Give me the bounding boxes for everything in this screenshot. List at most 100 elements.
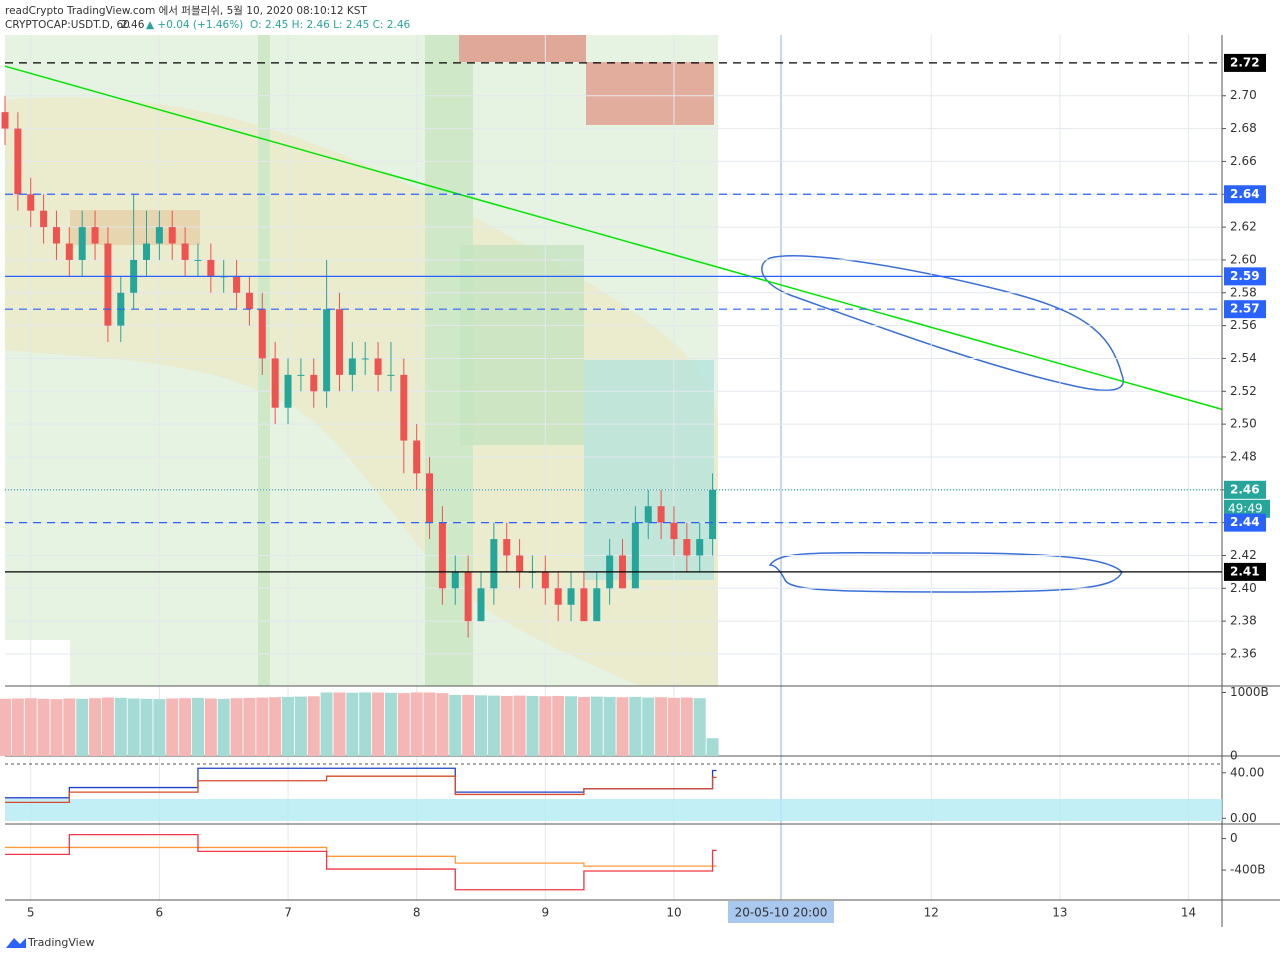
y-tick-label: 2.54: [1230, 351, 1257, 365]
volume-bar: [282, 696, 295, 756]
candle-body: [451, 571, 459, 589]
candle-body: [284, 374, 292, 408]
cursor-label-box: [728, 901, 834, 923]
volume-bar: [410, 692, 423, 756]
plot-layer: [1, 35, 1223, 900]
volume-bar: [243, 697, 256, 756]
y-tick-label: 2.50: [1230, 417, 1257, 431]
logo: [6, 938, 26, 948]
y-tick-label: 2.56: [1230, 318, 1257, 332]
candle-body: [271, 358, 279, 408]
y-tick-label: 1000B: [1230, 685, 1269, 699]
volume-bar: [436, 693, 449, 756]
candle-body: [207, 259, 215, 277]
volume-bar: [642, 697, 655, 756]
volume-bar: [706, 738, 719, 756]
candle-body: [143, 243, 151, 260]
price-label-box: [1224, 562, 1266, 581]
footer: TradingView: [27, 936, 94, 949]
volume-bar: [372, 692, 385, 756]
y-tick-label: 2.60: [1230, 252, 1257, 266]
candle-body: [155, 227, 163, 244]
countdown: 49:49: [1228, 501, 1263, 515]
candle-body: [413, 440, 421, 474]
candle-body: [258, 309, 266, 359]
x-tick-label: 9: [541, 906, 549, 920]
candle-body: [310, 374, 318, 392]
candle-body: [477, 588, 485, 622]
x-tick-label: 12: [924, 906, 939, 920]
header: readCrypto TradingView.com 에서 퍼블리쉬, 5월 1…: [5, 5, 411, 31]
y-tick-label: 0: [1230, 749, 1238, 763]
volume-bar: [11, 698, 24, 756]
candle-body: [181, 243, 189, 260]
volume-bar: [191, 697, 204, 756]
last-price: 2.46: [121, 19, 145, 31]
candle-body: [516, 555, 524, 572]
volume-bar: [346, 692, 359, 756]
volume-bar: [269, 697, 282, 756]
change: ▲ +0.04 (+1.46%): [146, 19, 243, 31]
candle-body: [233, 276, 241, 293]
candle-body: [323, 309, 331, 392]
candle-body: [1, 112, 9, 129]
candle-body: [644, 506, 652, 523]
volume-bar: [539, 696, 552, 756]
price-label-box: [1224, 480, 1266, 499]
candle-body: [490, 539, 498, 589]
ohlc: O: 2.45 H: 2.46 L: 2.45 C: 2.46: [250, 19, 411, 31]
y-tick-label: 2.38: [1230, 614, 1257, 628]
y-tick-label: 2.70: [1230, 88, 1257, 102]
y-tick-label: 2.52: [1230, 384, 1257, 398]
volume-bar: [397, 693, 410, 756]
price-label: 2.41: [1230, 564, 1260, 578]
y-tick-label: 2.62: [1230, 220, 1257, 234]
countdown-box: [1224, 499, 1270, 518]
price-label: 2.57: [1230, 302, 1260, 316]
volume-bar: [63, 698, 76, 756]
volume-bar: [256, 697, 269, 756]
symbol: CRYPTOCAP:USDT.D, 60: [5, 19, 130, 31]
price-label-box: [1224, 300, 1266, 319]
volume-bar: [76, 698, 89, 756]
volume-bar: [294, 696, 307, 756]
volume-bar: [474, 695, 487, 756]
cursor-label: 20-05-10 20:00: [735, 906, 828, 920]
y-tick-label: 40.00: [1230, 765, 1264, 779]
price-label-box: [1224, 267, 1266, 286]
price-label-box: [1224, 185, 1266, 204]
volume-bar: [320, 692, 333, 756]
volume-bar: [101, 697, 114, 756]
y-tick-label: 2.36: [1230, 646, 1257, 660]
volume-bar: [552, 695, 565, 756]
y-tick-label: 2.42: [1230, 548, 1257, 562]
candle-body: [52, 227, 60, 244]
volume-bar: [693, 698, 706, 756]
volume-bar: [526, 695, 539, 756]
y-tick-label: 2.66: [1230, 154, 1257, 168]
volume-bar: [629, 696, 642, 756]
candle-body: [14, 128, 22, 195]
volume-bar: [230, 698, 243, 756]
volume-bar: [114, 697, 127, 756]
x-tick-label: 10: [666, 906, 681, 920]
x-tick-label: 8: [413, 906, 421, 920]
ellipses: [761, 255, 1125, 593]
candle-body: [593, 588, 601, 622]
volume-bar: [50, 699, 63, 756]
volume-bar: [89, 698, 102, 756]
volume-bar: [333, 692, 346, 756]
volume-bar: [166, 698, 179, 756]
x-tick-label: 6: [156, 906, 164, 920]
candle-body: [464, 571, 472, 622]
y-tick-label: -400B: [1230, 863, 1265, 877]
candle-body: [361, 358, 369, 360]
volume-bar: [37, 698, 50, 756]
x-tick-label: 14: [1181, 906, 1196, 920]
candle-body: [709, 489, 717, 540]
candle-body: [554, 588, 562, 605]
price-label: 2.64: [1230, 187, 1260, 201]
volume-bar: [127, 698, 140, 756]
indicator-line: [5, 775, 717, 804]
